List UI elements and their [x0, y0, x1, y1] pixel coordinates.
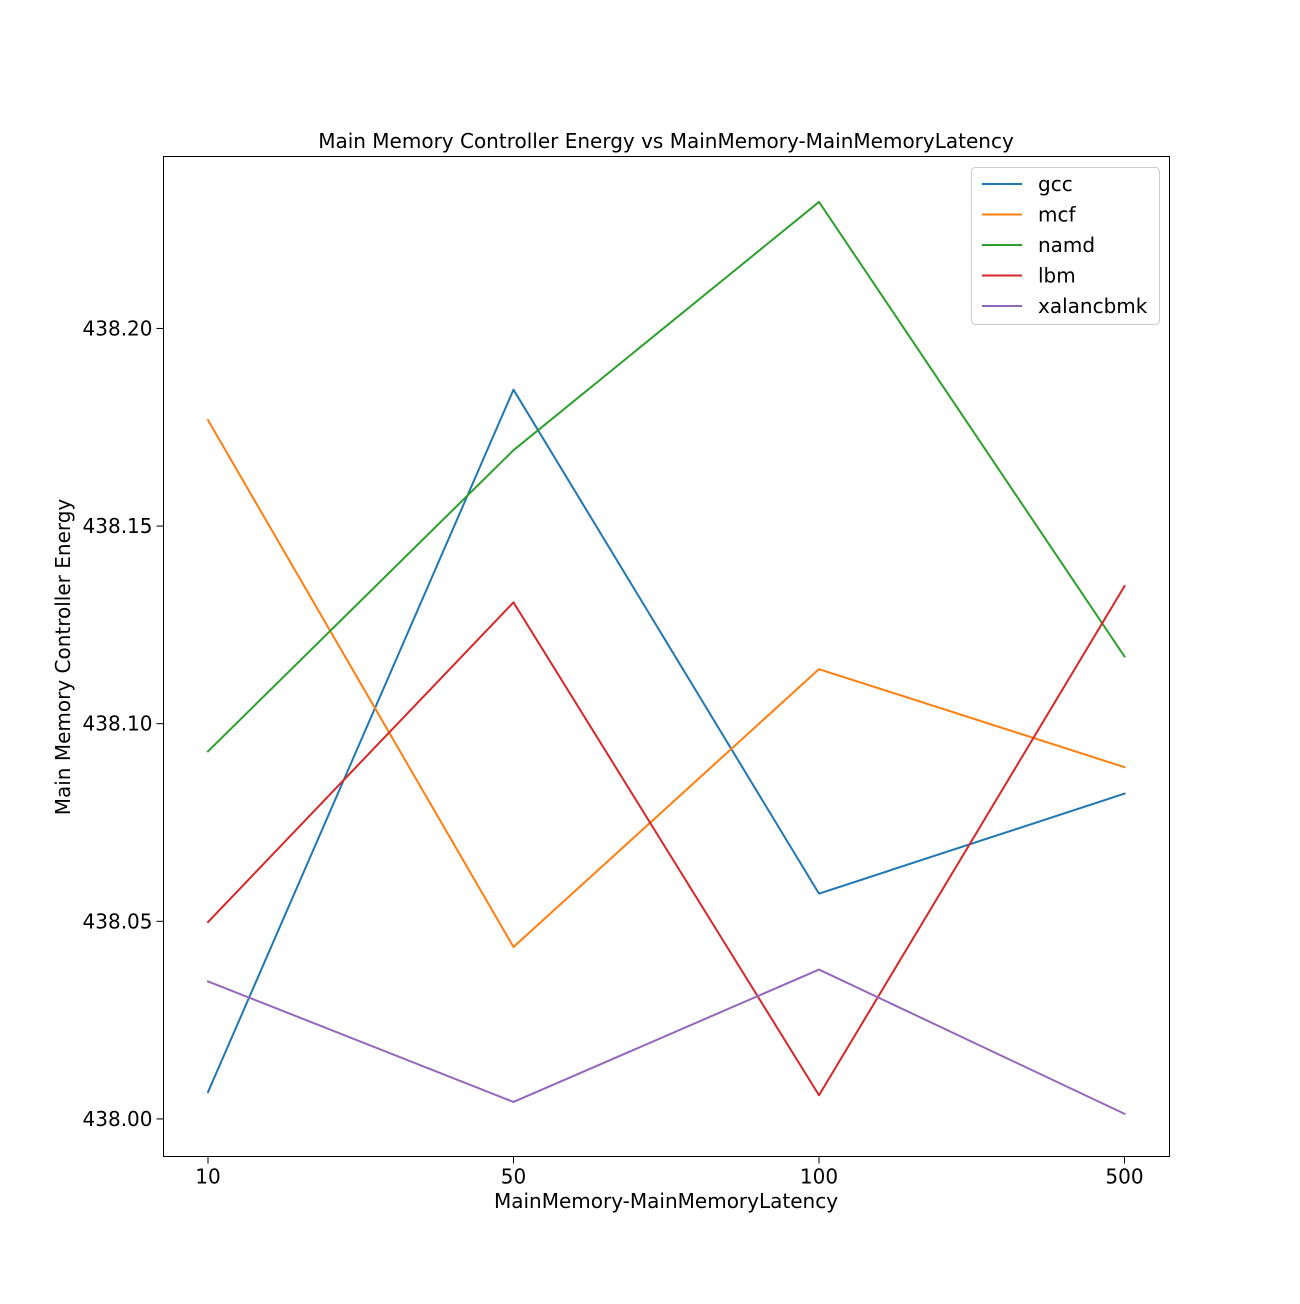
y-tick-label: 438.20: [83, 316, 153, 340]
legend-label-lbm: lbm: [1038, 264, 1076, 288]
y-axis-ticks: 438.00 438.05 438.10 438.15 438.20: [83, 316, 164, 1131]
legend-label-mcf: mcf: [1038, 203, 1076, 227]
legend-box: [971, 167, 1160, 325]
x-tick-label: 50: [501, 1165, 526, 1189]
y-tick-label: 438.05: [83, 909, 153, 933]
x-tick-label: 10: [195, 1165, 220, 1189]
x-axis-ticks: 10 50 100 500: [195, 1156, 1144, 1189]
series-line-gcc: [206, 388, 1126, 1094]
series-line-mcf: [206, 418, 1126, 949]
y-tick-label: 438.00: [83, 1107, 153, 1131]
series-layer: [206, 200, 1126, 1116]
legend: gcc mcf namd lbm xalancbmk: [971, 167, 1160, 325]
legend-label-gcc: gcc: [1038, 172, 1073, 196]
series-line-xalancbmk: [206, 968, 1126, 1116]
legend-label-xalancbmk: xalancbmk: [1038, 294, 1148, 318]
legend-items: gcc mcf namd lbm xalancbmk: [982, 172, 1148, 318]
series-line-namd: [206, 200, 1126, 753]
x-tick-label: 100: [800, 1165, 838, 1189]
plot-frame: [163, 156, 1170, 1157]
x-axis-label: MainMemory-MainMemoryLatency: [494, 1189, 838, 1213]
x-tick-label: 500: [1105, 1165, 1143, 1189]
chart-title: Main Memory Controller Energy vs MainMem…: [318, 129, 1014, 153]
series-line-lbm: [206, 584, 1126, 1097]
y-axis-label: Main Memory Controller Energy: [51, 499, 75, 816]
y-tick-label: 438.15: [83, 514, 153, 538]
legend-label-namd: namd: [1038, 233, 1095, 257]
y-tick-label: 438.10: [83, 712, 153, 736]
